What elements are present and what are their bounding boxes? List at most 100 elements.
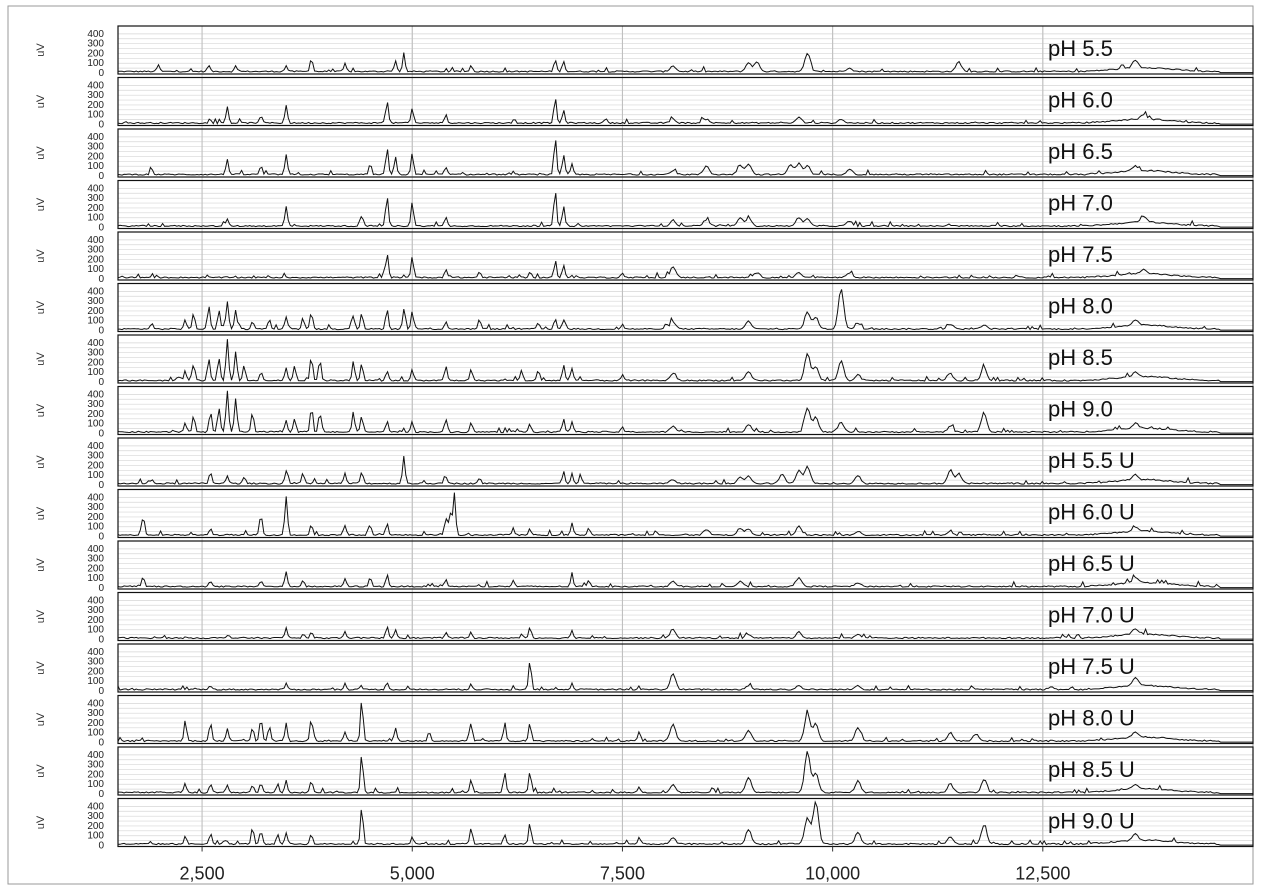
x-axis: 2,500 5,000 7,500 10,000 12,500 [180,846,1070,884]
y-tick-label: 200 [87,409,104,420]
y-tick-label: 300 [87,296,104,307]
y-tick-label: 200 [87,48,104,59]
y-tick-label: 400 [87,544,104,555]
y-tick-label: 0 [98,532,104,543]
spectrum-trace [117,571,1253,589]
y-tick-label: 400 [87,286,104,297]
x-tick-label: 7,500 [600,864,645,884]
y-tick-label: 400 [87,80,104,91]
y-tick-label: 200 [87,100,104,111]
panel-frame [117,746,1254,796]
spectrum-trace [118,289,1253,331]
series-label: pH 8.5 [1048,345,1113,370]
y-unit-label: uV [35,609,47,623]
panel-frame [117,334,1254,384]
y-tick-label: 300 [87,39,104,50]
y-unit-label: uV [35,249,47,263]
series-label: pH 6.5 U [1048,551,1135,576]
y-tick-label: 200 [87,821,104,832]
y-tick-label: 100 [87,573,104,584]
y-tick-label: 400 [87,441,104,452]
y-tick-label: 0 [98,686,104,697]
y-tick-label: 100 [87,316,104,327]
y-tick-label: 0 [98,480,104,491]
y-tick-label: 300 [87,502,104,513]
y-tick-label: 200 [87,615,104,626]
y-tick-label: 0 [98,120,104,131]
panel-frame [117,694,1254,745]
panel-frame [117,385,1254,436]
y-unit-label: uV [35,43,47,57]
series-label: pH 9.0 [1048,397,1113,422]
spectrum-trace [118,52,1253,74]
panel-frame [117,437,1254,487]
x-tick-label: 5,000 [390,864,435,884]
y-tick-label: 400 [87,132,104,143]
y-tick-label: 0 [98,789,104,800]
y-tick-label: 300 [87,399,104,410]
spectrum-trace [117,492,1253,537]
panel-frame [117,25,1254,75]
y-tick-label: 300 [87,605,104,616]
y-tick-label: 0 [98,326,104,337]
x-tick-label: 12,500 [1015,864,1070,884]
y-tick-label: 100 [87,419,104,430]
y-tick-label: 300 [87,554,104,565]
y-tick-label: 100 [87,779,104,790]
y-tick-label: 300 [87,348,104,359]
y-tick-label: 100 [87,676,104,687]
y-tick-label: 100 [87,58,104,69]
y-tick-label: 0 [98,68,104,79]
y-tick-label: 200 [87,512,104,523]
y-tick-label: 100 [87,470,104,481]
y-tick-label: 400 [87,647,104,658]
y-tick-label: 400 [87,595,104,606]
y-tick-label: 0 [98,223,104,234]
series-label: pH 7.5 U [1048,654,1135,679]
y-tick-label: 200 [87,666,104,677]
y-tick-label: 200 [87,718,104,729]
y-unit-label: uV [35,403,47,417]
y-tick-label: 100 [87,264,104,275]
y-tick-label: 300 [87,811,104,822]
spectrum-trace [117,663,1253,692]
y-tick-label: 300 [87,451,104,462]
spectrum-trace [117,390,1253,434]
y-tick-label: 100 [87,831,104,842]
y-tick-label: 100 [87,213,104,224]
series-label: pH 7.0 [1048,191,1113,216]
y-tick-label: 400 [87,29,104,40]
series-label: pH 8.0 [1048,294,1113,319]
y-tick-label: 0 [98,274,104,285]
y-tick-label: 200 [87,769,104,780]
spectrum-trace [117,339,1253,383]
panel-frame [117,591,1254,642]
y-tick-label: 400 [87,183,104,194]
y-unit-label: uV [35,94,47,108]
panel-frame [117,540,1254,590]
y-unit-label: uV [35,815,47,829]
y-tick-label: 400 [87,389,104,400]
y-tick-label: 0 [98,635,104,646]
series-label: pH 8.5 U [1048,757,1135,782]
y-unit-label: uV [35,352,47,366]
y-tick-label: 300 [87,245,104,256]
y-tick-label: 200 [87,254,104,265]
spectrum-trace [117,455,1253,486]
y-unit-label: uV [35,558,47,572]
spectrum-trace [117,254,1253,280]
